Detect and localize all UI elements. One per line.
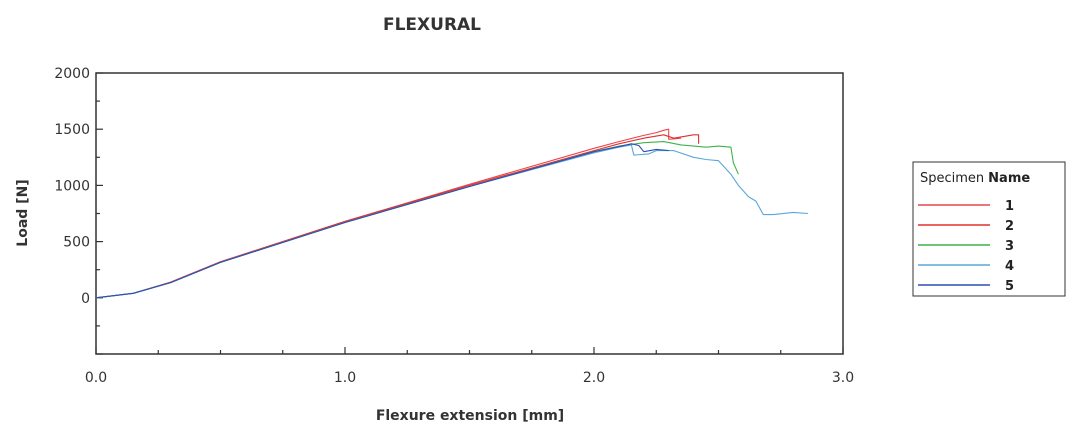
series-lines (95, 128, 809, 299)
y-axis-ticks: 0 500 1000 1500 2000 (54, 66, 103, 355)
plot-area: 0 500 1000 1500 2000 0.0 1.0 2.0 3.0 (54, 66, 854, 386)
legend-title: Specimen Name (920, 171, 1030, 186)
y-tick-label: 2000 (54, 66, 90, 82)
legend: Specimen Name 1 2 3 4 5 (912, 161, 1066, 297)
legend-label-4: 4 (1005, 259, 1014, 274)
x-tick-label: 1.0 (334, 370, 356, 386)
plot-frame (95, 72, 844, 355)
series-line-5 (95, 143, 669, 299)
x-axis-ticks: 0.0 1.0 2.0 3.0 (85, 347, 854, 386)
y-tick-label: 1000 (54, 178, 90, 194)
legend-title-specimen: Specimen (920, 171, 984, 186)
y-tick-label: 1500 (54, 122, 90, 138)
legend-title-name: Name (988, 171, 1030, 186)
x-axis-label: Flexure extension [mm] (376, 408, 564, 424)
y-axis-label: Load [N] (15, 179, 31, 246)
legend-label-3: 3 (1005, 239, 1014, 254)
x-tick-label: 2.0 (583, 370, 605, 386)
legend-label-1: 1 (1005, 199, 1014, 214)
y-tick-label: 0 (81, 291, 90, 307)
legend-label-5: 5 (1005, 279, 1014, 294)
legend-frame (912, 161, 1066, 297)
legend-label-2: 2 (1005, 219, 1014, 234)
x-tick-label: 0.0 (85, 370, 107, 386)
x-tick-label: 3.0 (832, 370, 854, 386)
y-tick-label: 500 (63, 235, 90, 251)
legend-entries: 1 2 3 4 5 (918, 199, 1014, 294)
chart-title: FLEXURAL (383, 15, 481, 35)
